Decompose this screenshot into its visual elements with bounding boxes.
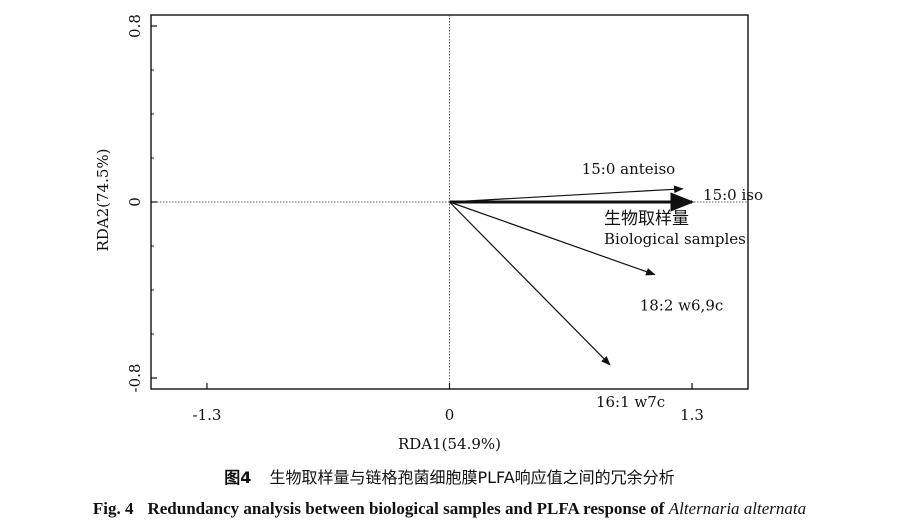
y-tick-label: 0 — [126, 197, 144, 207]
vector-arrow — [449, 201, 611, 366]
y-tick-label: 0.8 — [126, 14, 144, 38]
y-tick-label: -0.8 — [126, 364, 144, 393]
figure-number-cn: 图4 — [224, 468, 252, 487]
response-label-cn: 生物取样量 — [604, 209, 689, 229]
figure-caption-cn: 图4 生物取样量与链格孢菌细胞膜PLFA响应值之间的冗余分析 — [0, 464, 899, 488]
vector-label: 15:0 iso — [703, 186, 763, 204]
x-tick-label: 1.3 — [680, 406, 704, 424]
vector-arrow — [449, 201, 656, 276]
x-tick-label: 0 — [445, 406, 455, 424]
vector-label: 18:2 w6,9c — [640, 297, 724, 315]
caption-text-cn: 生物取样量与链格孢菌细胞膜PLFA响应值之间的冗余分析 — [269, 468, 675, 487]
vector-arrow — [449, 185, 684, 203]
response-label-en: Biological samples — [604, 230, 746, 248]
caption-species: Alternaria alternata — [668, 499, 807, 518]
vector-label: 16:1 w7c — [596, 393, 665, 411]
figure-caption-en: Fig. 4 Redundancy analysis between biolog… — [0, 499, 899, 519]
figure-number-en: Fig. 4 — [92, 499, 134, 518]
caption-text-en: Redundancy analysis between biological s… — [147, 499, 665, 518]
x-axis-title: RDA1(54.9%) — [398, 435, 501, 453]
x-tick-label: -1.3 — [193, 406, 222, 424]
y-axis-title: RDA2(74.5%) — [94, 148, 112, 251]
vector-label: 15:0 anteiso — [582, 160, 676, 178]
rda-biplot: -0.8 0 0.8 -1.3 0 1.3 RDA1(54.9%) RDA2(74.5%) 1… — [94, 14, 763, 453]
